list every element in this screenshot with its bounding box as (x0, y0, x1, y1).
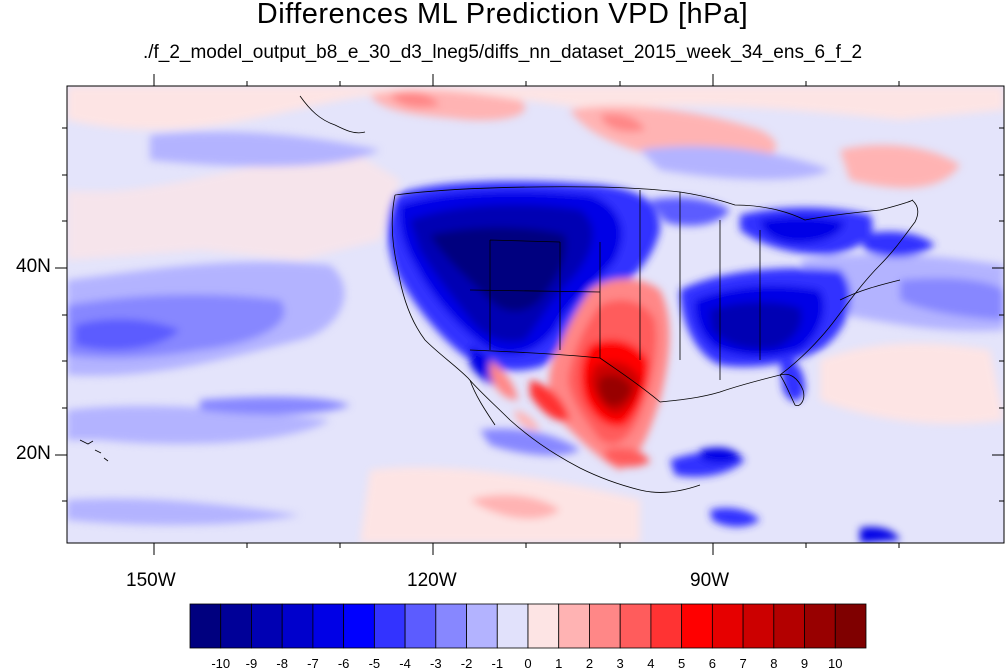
colorbar-swatch (312, 603, 345, 649)
colorbar-tick-label: 2 (585, 656, 594, 671)
colorbar-tick-label: 4 (647, 656, 655, 671)
colorbar-tick-label: 3 (616, 656, 624, 671)
lat-label-40n: 40N (16, 256, 51, 277)
colorbar-swatch (496, 603, 529, 649)
colorbar-swatch (558, 603, 590, 649)
map-subtitle: ./f_2_model_output_b8_e_30_d3_lneg5/diff… (142, 42, 863, 63)
colorbar-swatch (466, 603, 498, 649)
colorbar-swatch (804, 603, 836, 649)
colorbar-swatch (742, 603, 775, 649)
axis-ticks (55, 74, 1004, 555)
colorbar-swatch (435, 603, 467, 649)
colorbar-swatch (773, 603, 805, 649)
colorbar-tick-label: -3 (430, 656, 442, 671)
lat-label-20n: 20N (16, 443, 51, 464)
colorbar-swatch (650, 603, 683, 649)
colorbar-swatch (404, 603, 437, 649)
colorbar-swatch (281, 603, 314, 649)
colorbar-tick-label: 5 (678, 656, 686, 671)
colorbar-swatch (343, 603, 375, 649)
map-plot-area (67, 86, 1004, 543)
colorbar-tick-label: -6 (337, 656, 350, 671)
field-layer (67, 86, 1004, 543)
colorbar-tick-label: -4 (399, 656, 411, 671)
colorbar-swatch (189, 603, 222, 649)
coastlines (79, 95, 919, 493)
colorbar-swatch (681, 603, 713, 649)
colorbar-tick-label: 8 (770, 656, 778, 671)
colorbar-swatch (711, 603, 744, 649)
colorbar-tick-label: 1 (555, 656, 563, 671)
colorbar-tick-label: -2 (460, 656, 473, 671)
lon-label-120w: 120W (407, 570, 457, 591)
colorbar (189, 603, 867, 649)
colorbar-tick-label: -8 (276, 656, 288, 671)
colorbar-swatch (589, 603, 621, 649)
colorbar-tick-label: -5 (368, 656, 381, 671)
colorbar-swatch (527, 603, 560, 649)
lon-label-90w: 90W (690, 570, 730, 591)
colorbar-tick-label: 9 (800, 656, 809, 671)
colorbar-tick-label: 10 (828, 656, 843, 671)
colorbar-swatch (220, 603, 252, 649)
colorbar-tick-label: -7 (307, 656, 319, 671)
map-title: Differences ML Prediction VPD [hPa] (256, 0, 749, 30)
colorbar-tick-label: -1 (491, 656, 504, 671)
colorbar-swatch (834, 603, 867, 649)
colorbar-swatch (251, 603, 283, 649)
colorbar-tick-label: 7 (739, 656, 747, 671)
colorbar-tick-label: -10 (211, 656, 231, 671)
colorbar-swatch (373, 603, 406, 649)
colorbar-swatch (619, 603, 652, 649)
colorbar-tick-label: -9 (245, 656, 258, 671)
colorbar-tick-label: 6 (708, 656, 716, 671)
colorbar-tick-label: 0 (524, 656, 532, 671)
lon-label-150w: 150W (126, 570, 176, 591)
